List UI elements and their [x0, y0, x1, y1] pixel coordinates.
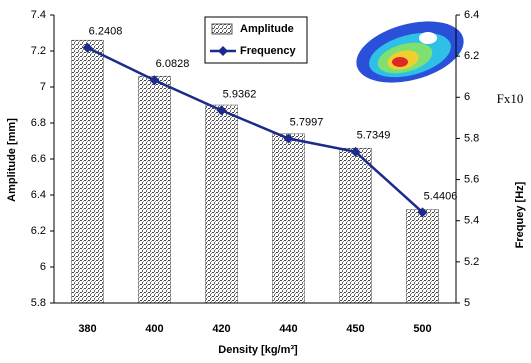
y2-tick-label: 5.8 [464, 132, 479, 144]
y2-tick-label: 5.4 [464, 215, 479, 227]
y-tick-label: 6.8 [31, 117, 46, 129]
bar [138, 76, 170, 303]
y-tick-label: 6.4 [31, 189, 46, 201]
legend-label: Amplitude [240, 23, 294, 35]
y2-axis-label: Frequey [Hz] [514, 181, 526, 248]
y2-tick-label: 6 [464, 91, 470, 103]
y2-tick-label: 6.4 [464, 9, 479, 21]
y2-tick-label: 5.6 [464, 173, 479, 185]
y-tick-label: 5.8 [31, 297, 46, 309]
y-tick-label: 6.6 [31, 153, 46, 165]
data-label: 6.0828 [156, 58, 190, 70]
bar [406, 209, 438, 303]
y-tick-label: 6 [40, 261, 46, 273]
decorative-image [350, 11, 471, 94]
x-axis-label: Density [kg/m³] [218, 344, 298, 356]
data-label: 5.4406 [424, 190, 458, 202]
y2-tick-label: 6.2 [464, 50, 479, 62]
chart: Fx10 Density [kg/m³] Amplitude [mm] Freq… [0, 0, 531, 363]
y-tick-label: 7.4 [31, 9, 46, 21]
bar [272, 134, 304, 303]
legend-swatch [212, 24, 232, 34]
legend-label: Frequency [240, 45, 297, 57]
y-tick-label: 6.2 [31, 225, 46, 237]
bar [339, 148, 371, 303]
annotation: Fx10 [497, 91, 524, 106]
x-tick-label: 400 [145, 323, 163, 335]
x-tick-label: 500 [413, 323, 431, 335]
x-tick-label: 450 [346, 323, 364, 335]
data-label: 6.2408 [89, 26, 123, 38]
x-tick-label: 380 [78, 323, 96, 335]
data-label: 5.9362 [223, 88, 257, 100]
data-label: 5.7349 [357, 130, 391, 142]
x-tick-label: 420 [212, 323, 230, 335]
y-tick-label: 7 [40, 81, 46, 93]
data-label: 5.7997 [290, 116, 324, 128]
y-axis-label: Amplitude [mm] [6, 118, 18, 202]
y-tick-label: 7.2 [31, 45, 46, 57]
y2-tick-label: 5.2 [464, 256, 479, 268]
y2-tick-label: 5 [464, 297, 470, 309]
bar [205, 105, 237, 303]
bar [71, 40, 103, 303]
x-tick-label: 440 [279, 323, 297, 335]
